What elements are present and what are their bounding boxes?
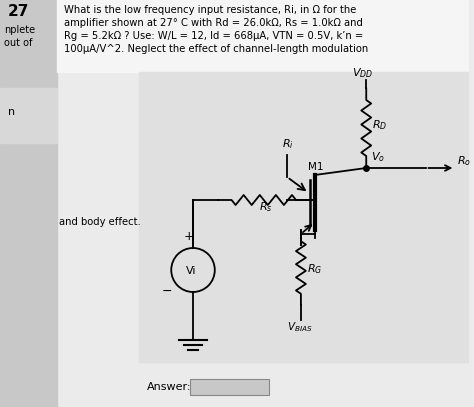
Text: $R_D$: $R_D$ [372,118,388,132]
Text: M1: M1 [308,162,323,172]
Text: $R_o$: $R_o$ [457,154,472,168]
Bar [138,72,469,362]
Text: Vi: Vi [186,266,197,276]
Text: +: + [184,230,194,243]
Text: n: n [8,107,15,117]
Text: $V_o$: $V_o$ [371,150,385,164]
Text: $R_G$: $R_G$ [307,263,322,276]
Bar [190,379,269,395]
Text: 27: 27 [8,4,29,19]
Text: Answer:: Answer: [146,382,191,392]
Text: −: − [162,285,173,298]
Bar [0,88,57,143]
Text: 100μA/V^2. Neglect the effect of channel-length modulation: 100μA/V^2. Neglect the effect of channel… [64,44,369,54]
Text: $R_s$: $R_s$ [259,200,273,214]
Bar [0,0,57,407]
Text: What is the low frequency input resistance, Ri, in Ω for the: What is the low frequency input resistan… [64,5,357,15]
Bar [57,0,469,72]
Text: Rg = 5.2kΩ ? Use: W/L = 12, Id = 668μA, VTN = 0.5V, k’n =: Rg = 5.2kΩ ? Use: W/L = 12, Id = 668μA, … [64,31,364,41]
Text: and body effect.: and body effect. [59,217,141,227]
Text: nplete: nplete [4,25,35,35]
Text: $V_{DD}$: $V_{DD}$ [352,66,374,80]
Text: amplifier shown at 27° C with Rd = 26.0kΩ, Rs = 1.0kΩ and: amplifier shown at 27° C with Rd = 26.0k… [64,18,363,28]
Text: out of: out of [4,38,32,48]
Text: $V_{BIAS}$: $V_{BIAS}$ [287,320,313,334]
Text: $R_i$: $R_i$ [282,137,294,151]
